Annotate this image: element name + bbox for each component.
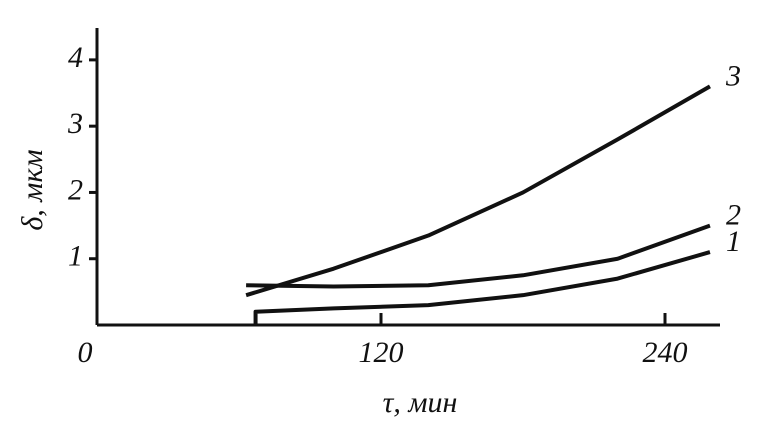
y-tick-label: 2 <box>68 173 83 206</box>
line <box>246 223 711 289</box>
x-tick-label: 0 <box>78 336 93 369</box>
y-tick-label: 1 <box>68 240 83 273</box>
x-tick-label: 120 <box>359 336 404 369</box>
series-label: 2 <box>726 198 741 231</box>
y-tick-label: 4 <box>68 41 83 74</box>
y-axis-label: δ, мкм <box>16 149 49 230</box>
series-label: 1 <box>726 225 741 258</box>
y-tick-label: 3 <box>67 107 83 140</box>
line <box>253 250 711 325</box>
series-label: 3 <box>725 59 741 92</box>
x-tick-label: 240 <box>643 336 688 369</box>
x-axis-label: τ, мин <box>383 386 458 419</box>
line <box>245 84 711 298</box>
